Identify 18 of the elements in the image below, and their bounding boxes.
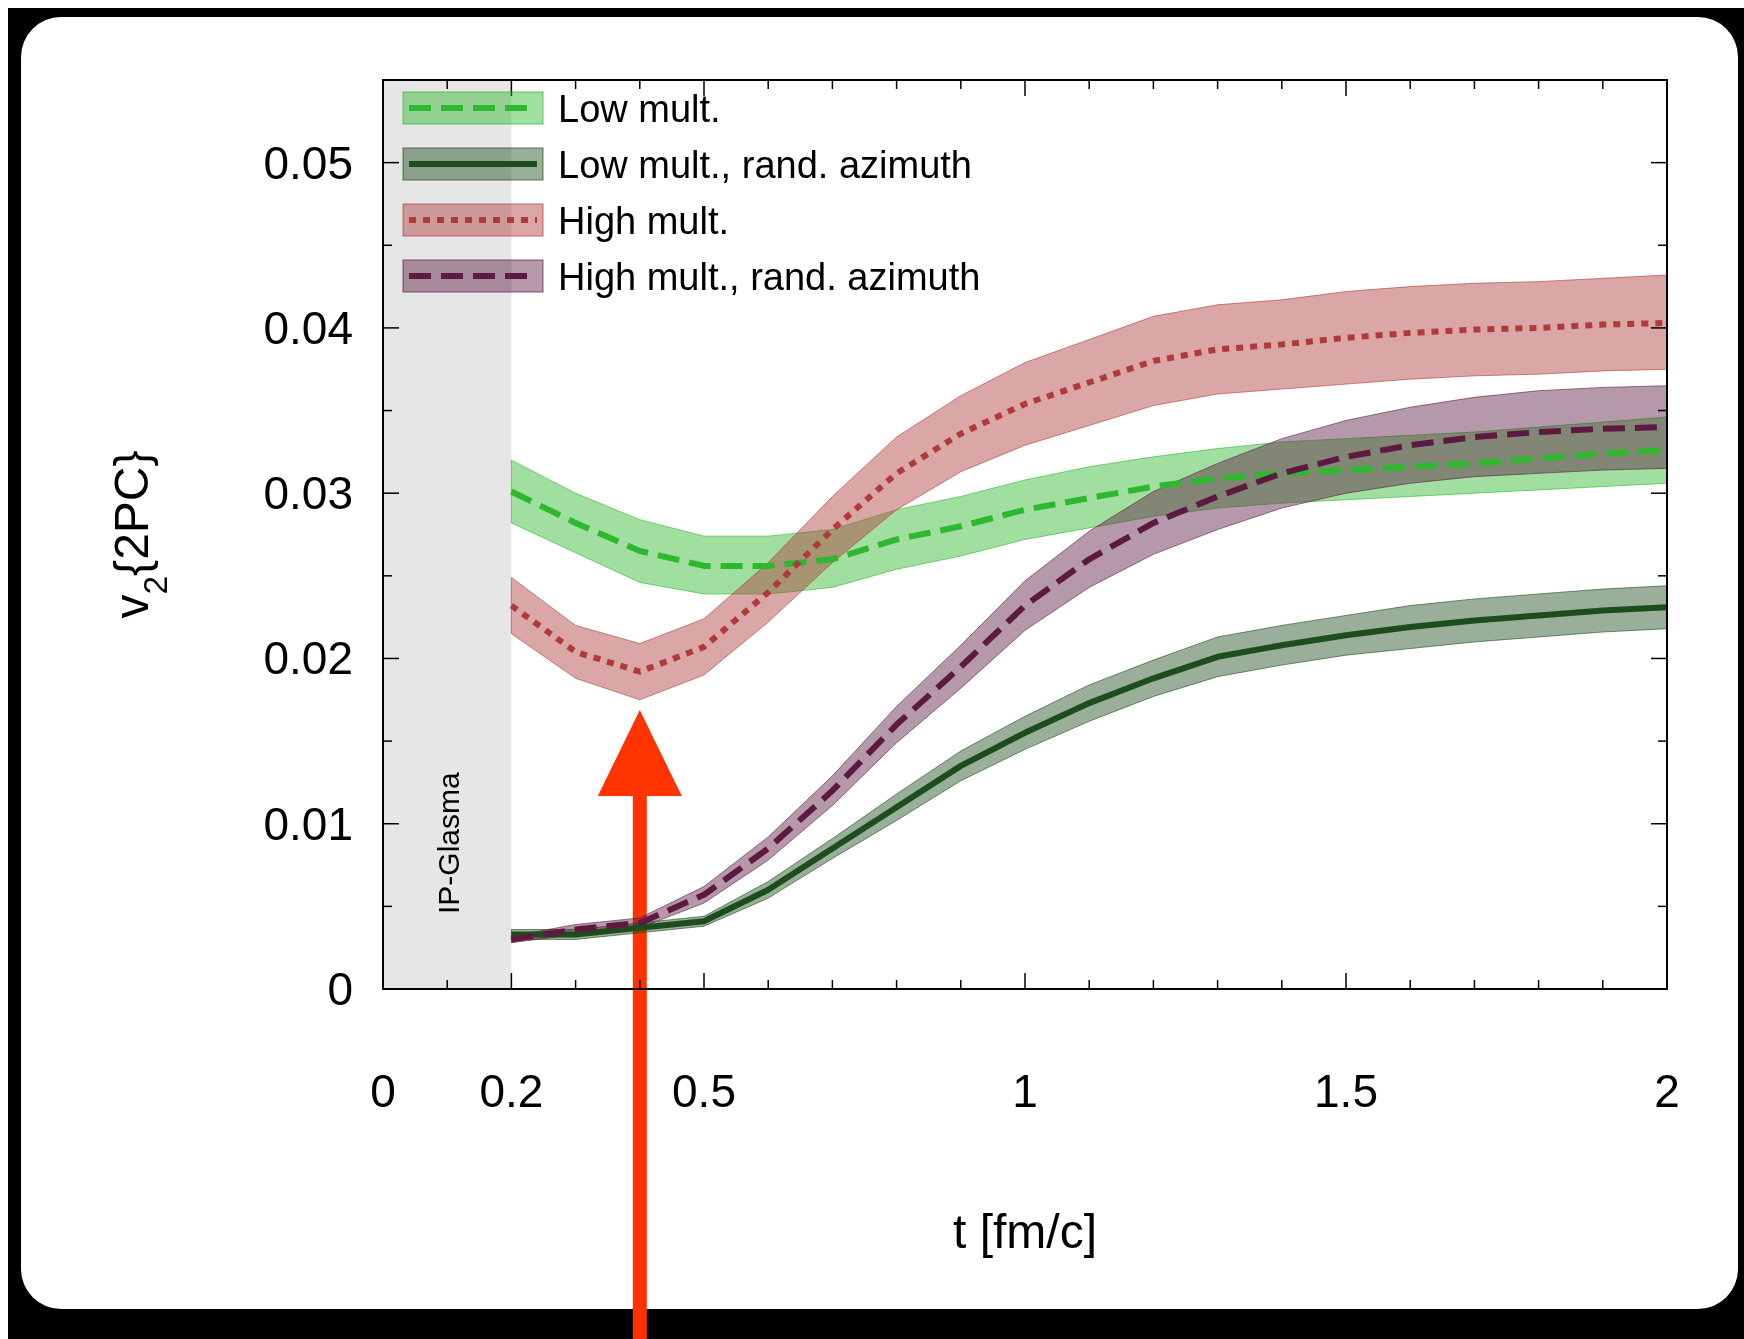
x-axis-title: t [fm/c] [953,1205,1097,1258]
band-label: IP-Glasma [432,771,466,914]
x-tick-label: 0.2 [479,1065,544,1117]
y-tick-label: 0.05 [263,136,353,189]
x-tick-label: 1.5 [1314,1065,1378,1117]
x-tick-label: 0 [370,1065,396,1117]
x-tick-label: 2 [1654,1065,1680,1117]
legend-label: Low mult., rand. azimuth [558,144,972,186]
y-tick-label: 0.01 [263,797,353,850]
legend-label: High mult. [558,200,730,242]
legend-label: High mult., rand. azimuth [558,256,981,298]
legend-label: Low mult. [558,88,721,130]
y-tick-label: 0.02 [263,632,353,685]
y-tick-label: 0.04 [263,301,353,354]
x-tick-label: 1 [1012,1065,1038,1117]
y-tick-label: 0.03 [263,467,353,520]
x-tick-label: 0.5 [672,1065,736,1117]
y-tick-label: 0 [327,963,353,1015]
